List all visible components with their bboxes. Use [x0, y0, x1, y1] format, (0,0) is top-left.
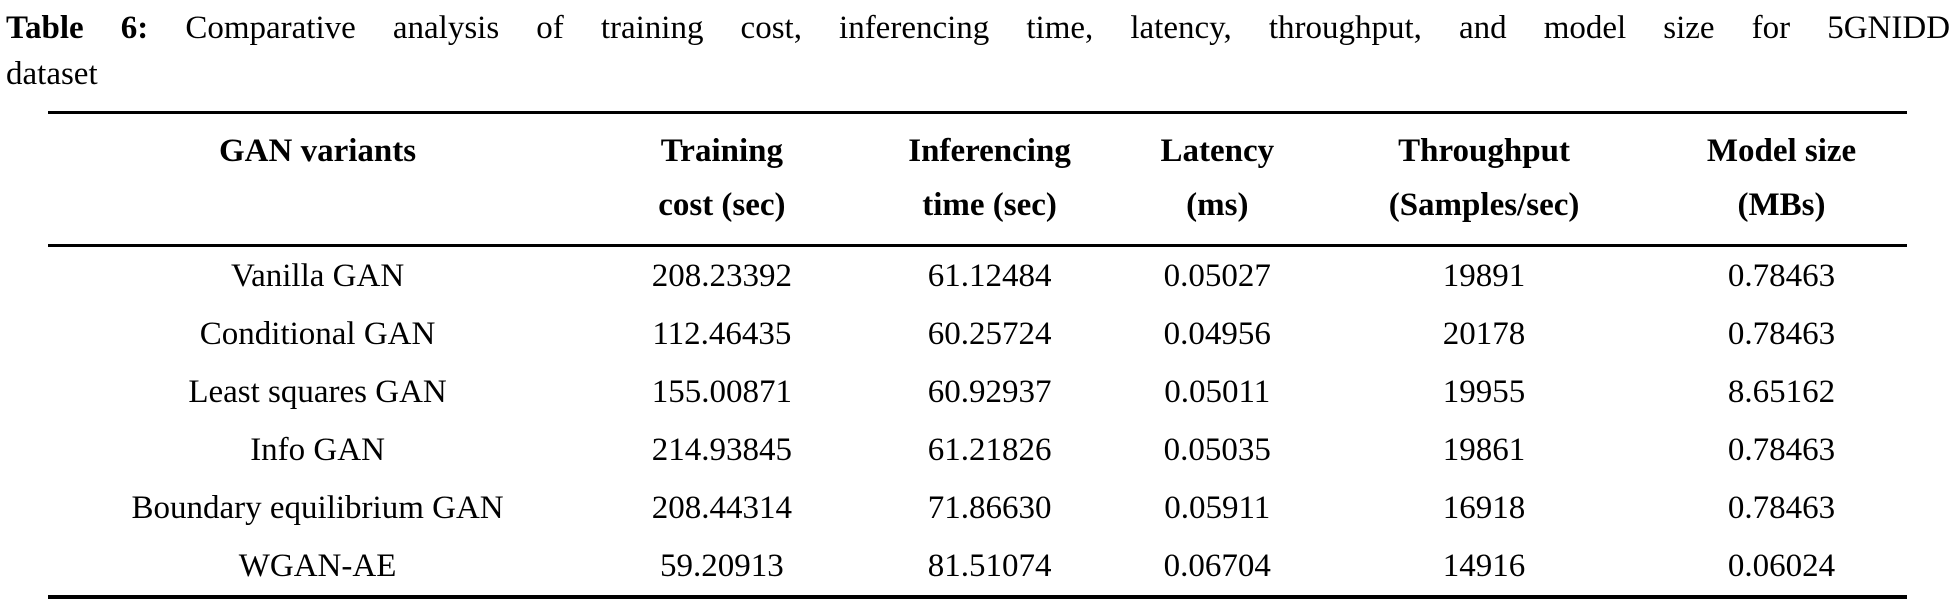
cell-inferencing-time: 60.25724	[927, 315, 1052, 352]
table-row: Conditional GAN 112.46435 60.25724 0.049…	[48, 305, 1907, 363]
col-header-inferencing-time-line1: Inferencing	[908, 133, 1071, 169]
cell-training-cost: 214.93845	[651, 431, 792, 468]
cell-latency: 0.05911	[1164, 489, 1271, 526]
cell-variant: Info GAN	[250, 431, 385, 468]
cell-variant: Vanilla GAN	[230, 257, 405, 294]
cell-model-size: 0.06024	[1727, 547, 1836, 584]
cell-training-cost: 155.00871	[651, 373, 792, 410]
cell-throughput: 14916	[1442, 547, 1526, 584]
cell-latency: 0.05035	[1163, 431, 1271, 468]
col-header-throughput-line2: (Samples/sec)	[1388, 187, 1580, 223]
col-header-training-cost: Training cost (sec)	[587, 113, 857, 246]
col-header-gan-variants-line1: GAN variants	[219, 133, 417, 169]
table-row: WGAN-AE 59.20913 81.51074 0.06704 14916 …	[48, 537, 1907, 597]
col-header-model-size: Model size (MBs)	[1656, 113, 1907, 246]
cell-throughput: 19891	[1442, 257, 1526, 294]
cell-model-size: 8.65162	[1727, 373, 1836, 410]
cell-inferencing-time: 61.21826	[927, 431, 1052, 468]
cell-model-size: 0.78463	[1727, 489, 1836, 526]
table-caption: Table 6: Comparative analysis of trainin…	[0, 0, 1954, 97]
col-header-gan-variants: GAN variants	[48, 113, 587, 246]
col-header-latency-line1: Latency	[1160, 133, 1275, 169]
col-header-inferencing-time: Inferencing time (sec)	[857, 113, 1123, 246]
table-row: Least squares GAN 155.00871 60.92937 0.0…	[48, 363, 1907, 421]
col-header-inferencing-time-line2: time (sec)	[922, 187, 1057, 223]
table-row: Info GAN 214.93845 61.21826 0.05035 1986…	[48, 421, 1907, 479]
cell-model-size: 0.78463	[1727, 431, 1836, 468]
cell-inferencing-time: 60.92937	[927, 373, 1052, 410]
table-caption-text: Comparative analysis of training cost, i…	[185, 10, 1951, 46]
cell-training-cost: 112.46435	[652, 315, 792, 352]
cell-latency: 0.05027	[1163, 257, 1271, 294]
cell-latency: 0.06704	[1163, 547, 1271, 584]
col-header-model-size-line2: (MBs)	[1737, 187, 1826, 223]
cell-variant: Conditional GAN	[199, 315, 436, 352]
col-header-training-cost-line1: Training	[660, 133, 784, 169]
table-caption-line2: dataset	[6, 56, 98, 92]
cell-training-cost: 208.44314	[651, 489, 792, 526]
cell-throughput: 16918	[1442, 489, 1526, 526]
cell-inferencing-time: 61.12484	[927, 257, 1052, 294]
cell-inferencing-time: 81.51074	[927, 547, 1052, 584]
cell-throughput: 19861	[1442, 431, 1526, 468]
cell-variant: Least squares GAN	[188, 373, 447, 410]
cell-training-cost: 59.20913	[660, 547, 784, 584]
col-header-latency: Latency (ms)	[1122, 113, 1312, 246]
header-row: GAN variants Training cost (sec) Inferen…	[48, 113, 1907, 246]
cell-latency: 0.05011	[1164, 373, 1271, 410]
col-header-model-size-line1: Model size	[1706, 133, 1857, 169]
cell-training-cost: 208.23392	[651, 257, 792, 294]
cell-variant: WGAN-AE	[238, 547, 397, 584]
table-caption-line1: Table 6: Comparative analysis of trainin…	[6, 5, 1950, 51]
results-table: GAN variants Training cost (sec) Inferen…	[48, 111, 1907, 599]
cell-inferencing-time: 71.86630	[927, 489, 1052, 526]
col-header-throughput: Throughput (Samples/sec)	[1312, 113, 1656, 246]
cell-variant: Boundary equilibrium GAN	[131, 489, 504, 526]
cell-throughput: 19955	[1442, 373, 1526, 410]
table-area: GAN variants Training cost (sec) Inferen…	[48, 111, 1907, 599]
cell-model-size: 0.78463	[1727, 257, 1836, 294]
table-row: Vanilla GAN 208.23392 61.12484 0.05027 1…	[48, 246, 1907, 306]
col-header-training-cost-line2: cost (sec)	[658, 187, 786, 223]
cell-latency: 0.04956	[1163, 315, 1271, 352]
table-caption-label: Table 6:	[6, 10, 149, 46]
col-header-latency-line2: (ms)	[1186, 187, 1249, 223]
col-header-throughput-line1: Throughput	[1398, 133, 1570, 169]
cell-model-size: 0.78463	[1727, 315, 1836, 352]
table-row: Boundary equilibrium GAN 208.44314 71.86…	[48, 479, 1907, 537]
cell-throughput: 20178	[1442, 315, 1526, 352]
